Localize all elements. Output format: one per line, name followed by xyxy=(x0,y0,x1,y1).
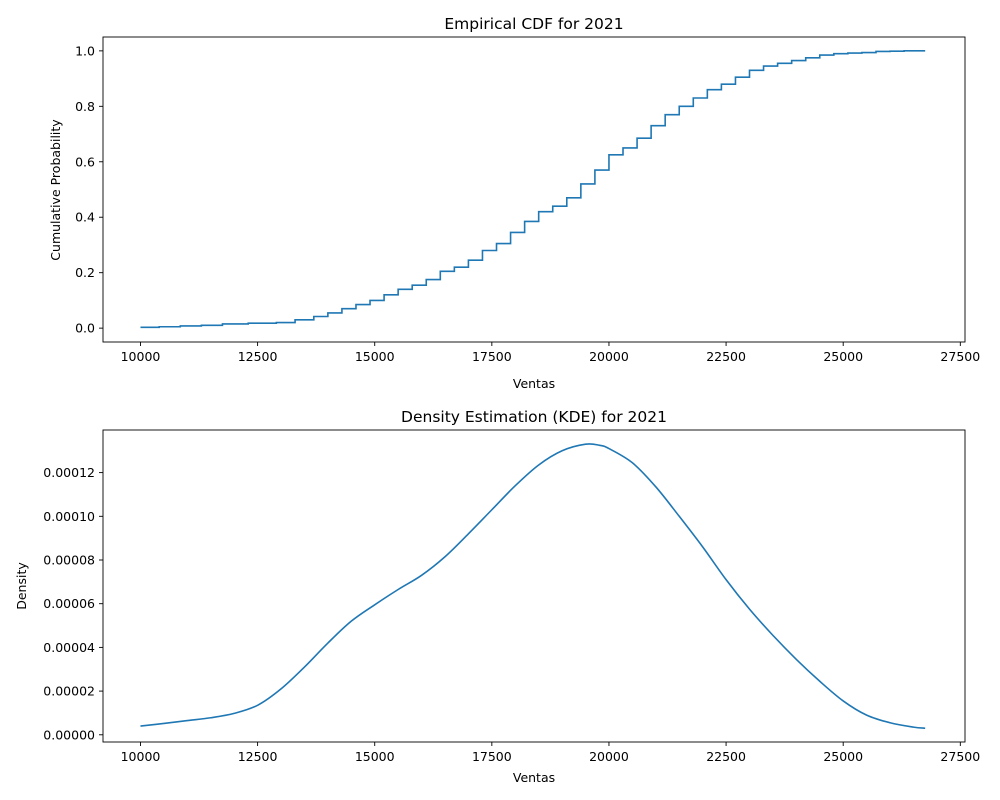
density-line xyxy=(140,443,926,730)
ecdf-line xyxy=(140,50,926,329)
y-tick-label: 0.00006 xyxy=(43,596,95,611)
x-tick-label: 15000 xyxy=(355,749,395,764)
y-tick-label: 0.0 xyxy=(75,321,95,336)
y-tick-label: 0.00010 xyxy=(43,509,95,524)
x-tick-label: 12500 xyxy=(238,349,278,364)
x-tick-label: 15000 xyxy=(355,349,395,364)
y-tick-label: 0.00004 xyxy=(43,640,95,655)
x-tick-label: 10000 xyxy=(121,749,161,764)
x-axis-ticks: 10000 12500 15000 17500 20000 22500 25000 27500 xyxy=(121,342,980,364)
x-tick-label: 27500 xyxy=(940,749,980,764)
axes-frame xyxy=(102,36,966,343)
kde-chart: Density Estimation (KDE) for 2021 10000 1… xyxy=(14,408,980,785)
x-axis-label: Ventas xyxy=(513,770,555,785)
y-tick-label: 0.4 xyxy=(75,210,95,225)
y-tick-label: 0.2 xyxy=(75,265,95,280)
ecdf-chart: Empirical CDF for 2021 10000 12500 15000 17… xyxy=(48,15,980,391)
x-axis-label: Ventas xyxy=(513,376,555,391)
y-tick-label: 0.00000 xyxy=(43,727,95,742)
x-tick-label: 22500 xyxy=(706,749,746,764)
x-tick-label: 10000 xyxy=(121,349,161,364)
y-axis-label: Cumulative Probability xyxy=(48,119,63,261)
x-tick-label: 25000 xyxy=(823,749,863,764)
y-tick-label: 0.00002 xyxy=(43,684,95,699)
x-axis-ticks: 10000 12500 15000 17500 20000 22500 25000 27500 xyxy=(121,742,980,764)
y-tick-label: 0.00008 xyxy=(43,553,95,568)
x-tick-label: 17500 xyxy=(472,749,512,764)
y-tick-label: 0.00012 xyxy=(43,465,95,480)
x-tick-label: 17500 xyxy=(472,349,512,364)
y-axis-ticks: 0.00000 0.00002 0.00004 0.00006 0.00008 0.000… xyxy=(43,465,103,742)
x-tick-label: 20000 xyxy=(589,349,629,364)
chart-title: Empirical CDF for 2021 xyxy=(444,15,623,33)
y-tick-label: 0.6 xyxy=(75,154,95,169)
x-tick-label: 22500 xyxy=(706,349,746,364)
x-tick-label: 20000 xyxy=(589,749,629,764)
y-axis-label: Density xyxy=(14,562,29,610)
x-tick-label: 12500 xyxy=(238,749,278,764)
axes-frame xyxy=(102,429,966,743)
chart-title: Density Estimation (KDE) for 2021 xyxy=(401,408,667,426)
y-tick-label: 0.8 xyxy=(75,99,95,114)
y-tick-label: 1.0 xyxy=(75,43,95,58)
y-axis-ticks: 0.0 0.2 0.4 0.6 0.8 1.0 xyxy=(75,43,103,336)
x-tick-label: 27500 xyxy=(940,349,980,364)
x-tick-label: 25000 xyxy=(823,349,863,364)
